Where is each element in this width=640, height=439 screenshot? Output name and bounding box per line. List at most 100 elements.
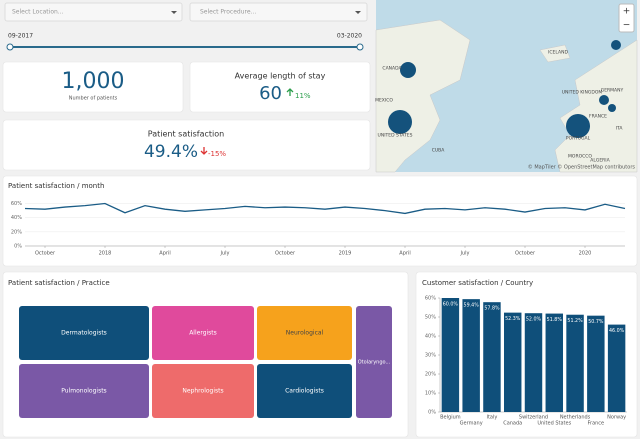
x-tick-label: Netherlands	[560, 415, 591, 421]
map-attribution: © MapTiler © OpenStreetMap contributors	[528, 164, 636, 171]
kpi-title: Average length of stay	[235, 72, 326, 81]
map-bubble[interactable]	[566, 114, 590, 138]
range-start: 09-2017	[8, 33, 33, 40]
x-tick-label: 2018	[99, 251, 112, 257]
y-tick-label: 60%	[425, 296, 436, 302]
x-tick-label: Canada	[503, 421, 522, 427]
treemap-label: Otolaryngo...	[358, 360, 391, 366]
treemap-cell	[356, 306, 392, 418]
range-thumb[interactable]	[6, 43, 14, 51]
x-tick-label: United States	[537, 421, 571, 427]
map-bubble[interactable]	[608, 104, 616, 112]
bar	[545, 313, 564, 412]
value-label: 60.0%	[443, 302, 459, 308]
x-tick-label: 2019	[339, 251, 352, 257]
x-tick-label: Belgium	[440, 415, 461, 421]
bar	[441, 298, 460, 412]
procedure-select[interactable]	[189, 2, 368, 22]
bar	[587, 315, 605, 412]
x-tick-label: October	[35, 251, 56, 257]
bar	[607, 324, 626, 412]
range-end: 03-2020	[337, 33, 362, 40]
x-tick-label: Switzerland	[519, 415, 548, 421]
value-label: 52.0%	[526, 317, 542, 323]
map-label: UNITED KINGDOM	[562, 90, 603, 96]
y-tick-label: 40%	[11, 215, 22, 221]
y-tick-label: 0%	[428, 410, 436, 416]
map-bubble[interactable]	[611, 40, 621, 50]
y-tick-label: 60%	[11, 201, 22, 207]
map-label: ICELAND	[548, 50, 568, 56]
value-label: 57.8%	[484, 306, 500, 312]
location-select[interactable]	[4, 2, 183, 22]
treemap-cell	[152, 364, 254, 418]
bar	[462, 299, 480, 412]
map-bubble[interactable]	[388, 110, 412, 134]
kpi-value: 49.4%	[144, 142, 198, 162]
range-thumb[interactable]	[356, 43, 364, 51]
y-tick-label: 20%	[11, 229, 22, 235]
kpi-value: 1,000	[62, 69, 125, 94]
zoom-control	[618, 3, 635, 33]
treemap-label: Dermatologists	[61, 330, 107, 337]
bar	[566, 314, 584, 412]
map-label: ITA	[616, 126, 624, 132]
y-tick-label: 20%	[425, 372, 436, 378]
map-label: CUBA	[432, 148, 446, 154]
zoom-out[interactable]: −	[623, 21, 631, 31]
y-tick-label: 30%	[425, 353, 436, 359]
bar	[483, 302, 501, 412]
treemap-label: Cardiologists	[285, 388, 324, 395]
map-bubble[interactable]	[599, 95, 609, 105]
x-tick-label: July	[460, 251, 470, 257]
map-label: FRANCE	[589, 114, 607, 120]
kpi-title: Patient satisfaction	[148, 130, 224, 139]
kpi-card	[2, 61, 184, 113]
x-tick-label: France	[588, 421, 605, 427]
map[interactable]: + − © MapTiler © OpenStreetMap contribut…	[375, 0, 638, 173]
treemap-cell	[19, 306, 149, 360]
x-tick-label: Italy	[487, 415, 498, 421]
caret	[171, 11, 177, 14]
x-tick-label: October	[275, 251, 296, 257]
value-label: 51.2%	[567, 318, 583, 324]
x-tick-label: October	[515, 251, 536, 257]
y-tick-label: 50%	[425, 315, 436, 321]
map-label: MOROCCO	[568, 154, 592, 160]
map-label: ALGERIA	[590, 158, 610, 164]
caret	[355, 11, 361, 14]
down-arrow	[200, 147, 208, 155]
bar	[524, 313, 543, 412]
map-label: PORTUGAL	[566, 136, 591, 142]
treemap-label: Neurological	[286, 330, 324, 337]
value-label: 50.7%	[588, 319, 604, 325]
map-land	[539, 44, 571, 63]
bar	[503, 312, 522, 412]
kpi-label: Number of patients	[69, 96, 118, 102]
kpi-value: 60	[259, 83, 282, 104]
treemap-label: Allergists	[189, 330, 217, 337]
kpi-change: -15%	[208, 150, 226, 158]
x-tick-label: 2020	[579, 251, 592, 257]
treemap-cell	[257, 306, 352, 360]
chart-title: Customer satisfaction / Country	[422, 279, 533, 287]
map-land	[375, 19, 471, 173]
map-bubble[interactable]	[400, 62, 416, 78]
x-tick-label: April	[159, 251, 170, 257]
treemap-cell	[152, 306, 254, 360]
treemap-cell	[257, 364, 352, 418]
map-label: UNITED STATES	[378, 133, 413, 139]
procedure-placeholder: Select Procedure...	[200, 9, 256, 16]
treemap-label: Pulmonologists	[61, 388, 106, 395]
map-label: GERMANY	[601, 88, 624, 94]
location-placeholder: Select Location...	[12, 9, 64, 16]
x-tick-label: July	[220, 251, 230, 257]
up-arrow	[286, 88, 294, 96]
zoom-in[interactable]: +	[623, 7, 631, 17]
value-label: 46.0%	[609, 328, 625, 334]
map-label: MEXICO	[375, 98, 393, 104]
panel	[2, 175, 638, 267]
value-label: 51.8%	[547, 317, 563, 323]
treemap-cell	[19, 364, 149, 418]
treemap-label: Nephrologists	[182, 388, 223, 395]
